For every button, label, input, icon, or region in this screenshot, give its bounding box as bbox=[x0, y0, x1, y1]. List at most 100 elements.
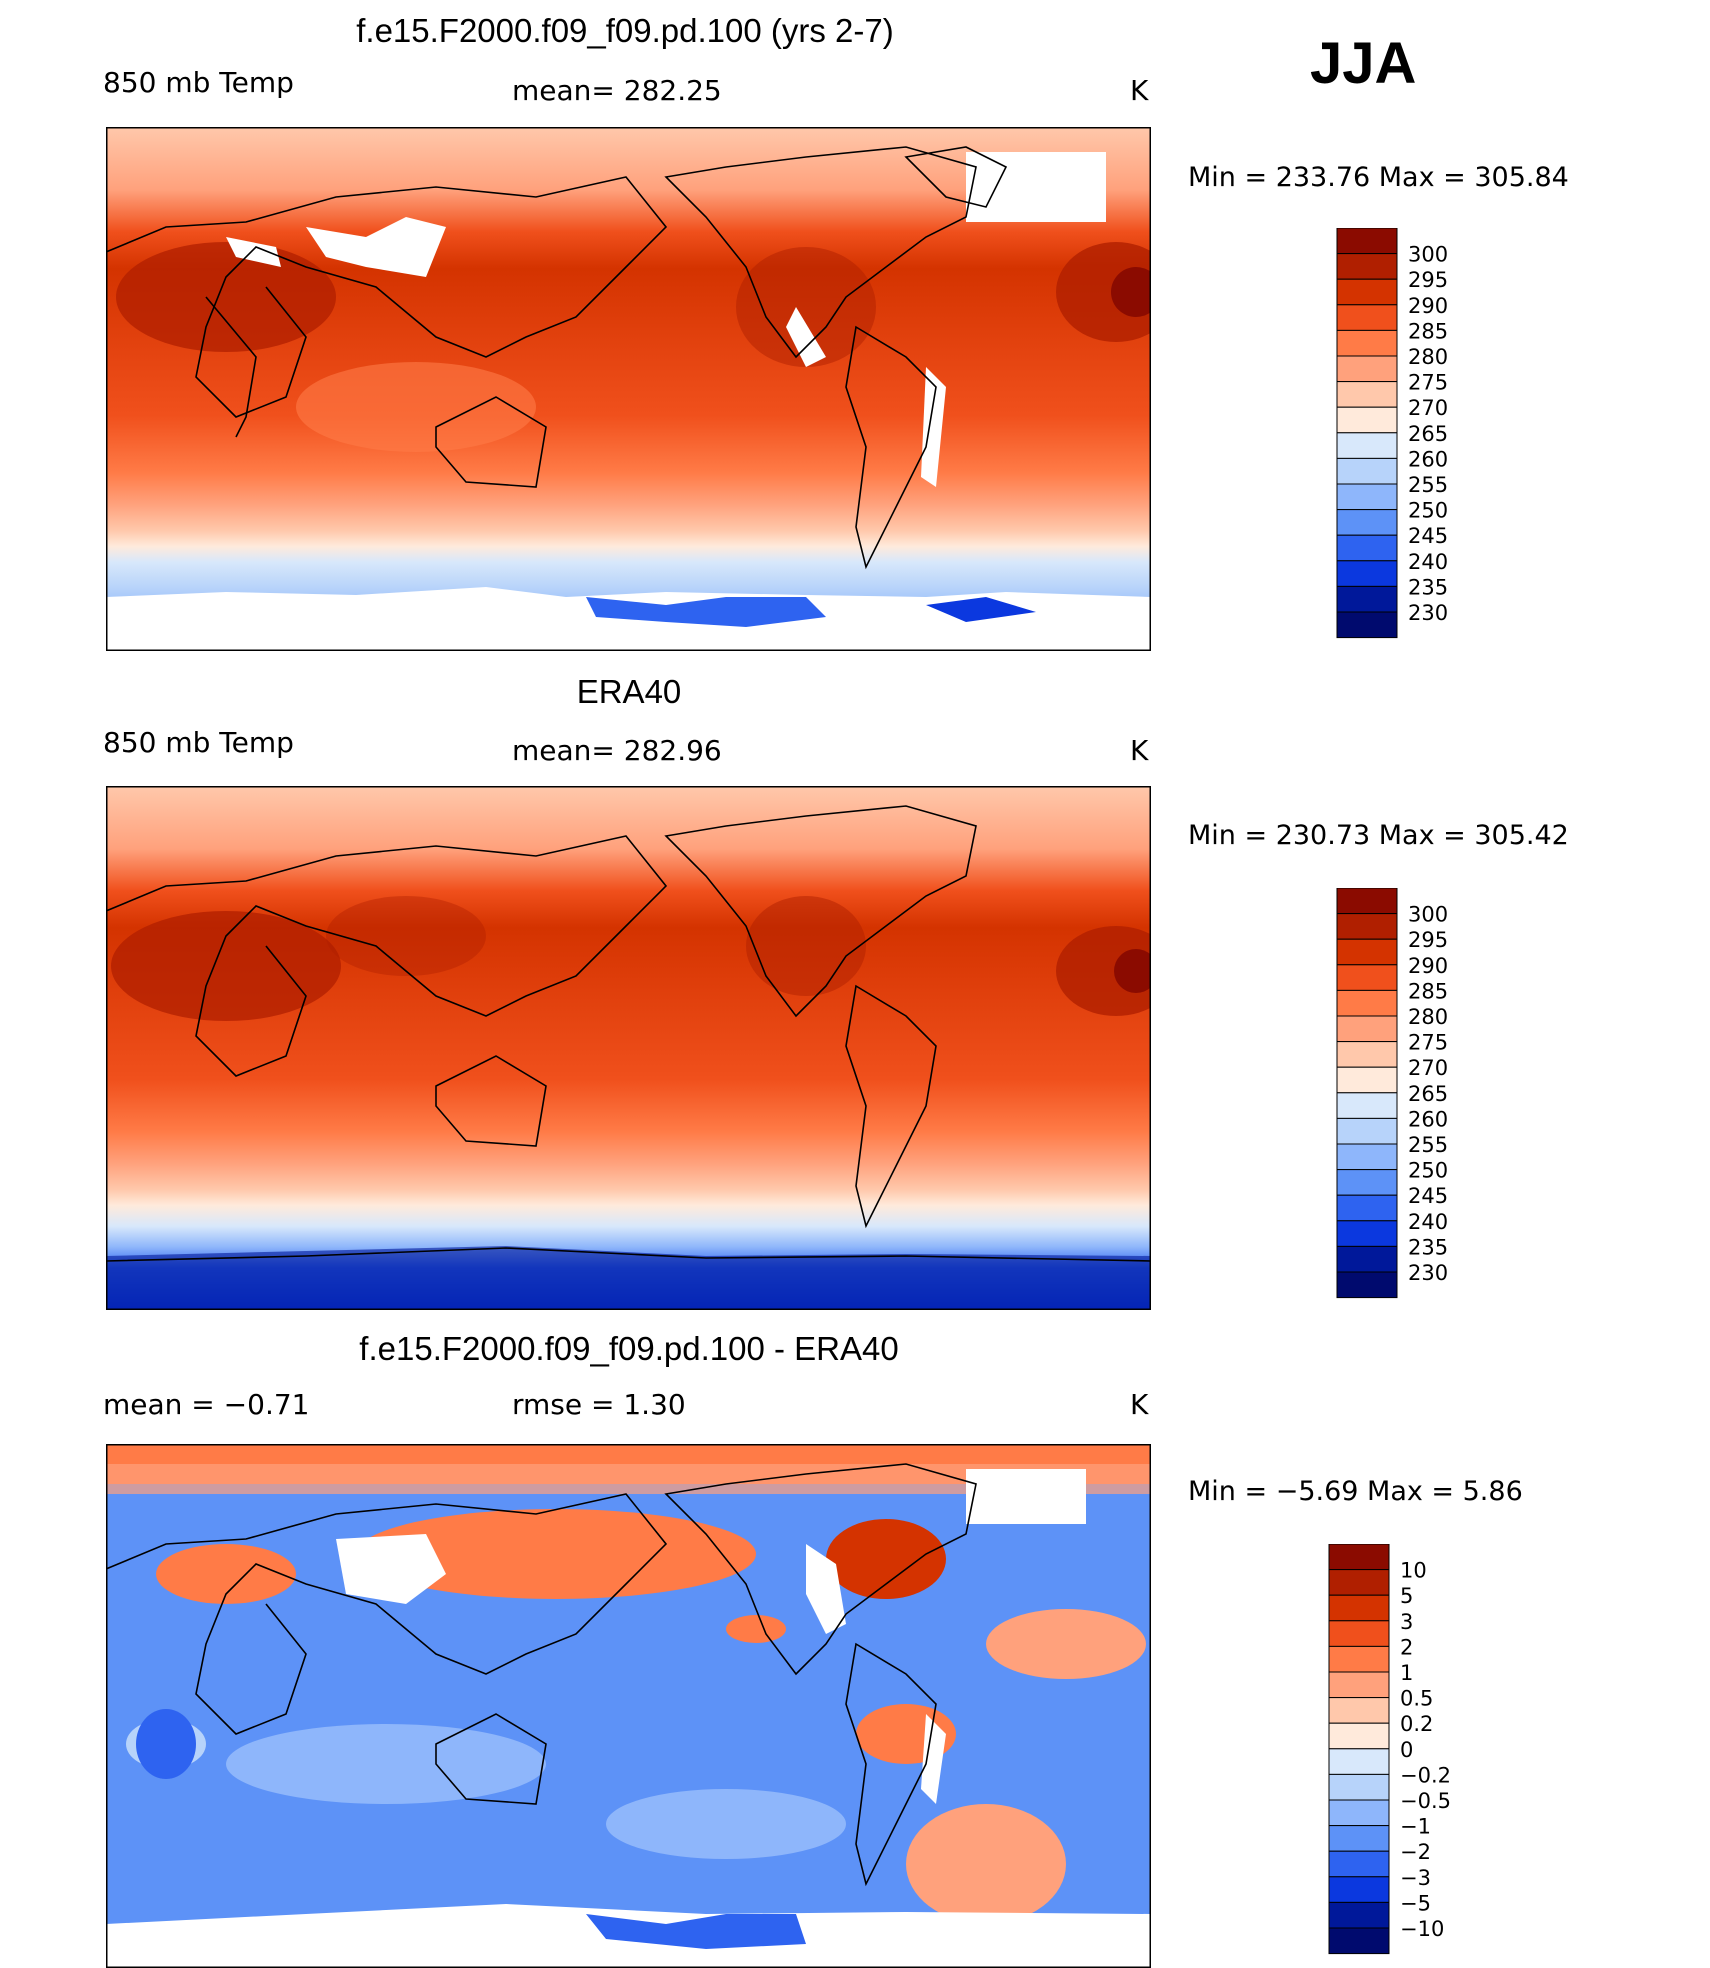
colorbar-2-swatch bbox=[1336, 913, 1398, 940]
colorbar-1-swatch bbox=[1336, 560, 1398, 587]
colorbar-1-swatch bbox=[1336, 432, 1398, 459]
colorbar-2-tick-label: 230 bbox=[1408, 1261, 1448, 1285]
colorbar-2-tick-label: 270 bbox=[1408, 1056, 1448, 1080]
panel-2-title: ERA40 bbox=[576, 673, 682, 710]
colorbar-2-swatch bbox=[1336, 1220, 1398, 1247]
panel-2-units-label: K bbox=[1130, 734, 1149, 767]
colorbar-3-tick-label: 0 bbox=[1400, 1738, 1413, 1762]
colorbar-3-tick-label: −0.5 bbox=[1400, 1789, 1451, 1813]
colorbar-3-swatch bbox=[1328, 1825, 1390, 1852]
colorbar-1-tick-label: 235 bbox=[1408, 575, 1448, 599]
colorbar-3-tick-label: 0.5 bbox=[1400, 1687, 1433, 1711]
colorbar-2-tick-label: 245 bbox=[1408, 1184, 1448, 1208]
panel-3-units-label: K bbox=[1130, 1388, 1149, 1421]
colorbar-2-tick-label: 250 bbox=[1408, 1159, 1448, 1183]
colorbar-3-tick-label: 2 bbox=[1400, 1635, 1413, 1659]
colorbar-1-tick-label: 240 bbox=[1408, 550, 1448, 574]
colorbar-1-tick-label: 270 bbox=[1408, 396, 1448, 420]
colorbar-3-tick-label: −10 bbox=[1400, 1917, 1444, 1941]
colorbar-1-tick-label: 295 bbox=[1408, 268, 1448, 292]
colorbar-1-tick-label: 245 bbox=[1408, 524, 1448, 548]
colorbar-3-swatch bbox=[1328, 1722, 1390, 1750]
colorbar-3-swatch bbox=[1328, 1876, 1390, 1903]
colorbar-1-tick-label: 290 bbox=[1408, 294, 1448, 318]
colorbar-2-tick-label: 235 bbox=[1408, 1235, 1448, 1259]
colorbar-1-swatch bbox=[1336, 278, 1398, 306]
colorbar-2-tick-label: 300 bbox=[1408, 903, 1448, 927]
colorbar-1-swatch bbox=[1336, 483, 1398, 511]
colorbar-3-tick-label: 10 bbox=[1400, 1559, 1427, 1583]
panel-3-title: f.e15.F2000.f09_f09.pd.100 - ERA40 bbox=[359, 1330, 899, 1367]
colorbar-3-tick-label: −0.2 bbox=[1400, 1763, 1451, 1787]
colorbar-1-tick-label: 285 bbox=[1408, 319, 1448, 343]
colorbar-3-tick-label: −2 bbox=[1400, 1840, 1431, 1864]
colorbar-2-tick-label: 240 bbox=[1408, 1210, 1448, 1234]
colorbar-2-tick-label: 275 bbox=[1408, 1031, 1448, 1055]
colorbar-3-swatch bbox=[1328, 1544, 1390, 1571]
panel-3-map bbox=[106, 1444, 1151, 1968]
colorbar-1-swatch bbox=[1336, 253, 1398, 280]
colorbar-2-swatch bbox=[1336, 1143, 1398, 1171]
colorbar-1-swatch bbox=[1336, 228, 1398, 255]
season-label: JJA bbox=[1310, 31, 1417, 96]
colorbar-1-swatch bbox=[1336, 585, 1398, 613]
colorbar-3-swatch bbox=[1328, 1697, 1390, 1724]
colorbar-3-swatch bbox=[1328, 1799, 1390, 1827]
colorbar-2-swatch bbox=[1336, 1169, 1398, 1196]
colorbar-2-swatch bbox=[1336, 1015, 1398, 1043]
colorbar-3-swatch bbox=[1328, 1671, 1390, 1699]
colorbar-2-tick-label: 285 bbox=[1408, 979, 1448, 1003]
colorbar-2-tick-label: 260 bbox=[1408, 1107, 1448, 1131]
colorbar-2-swatch bbox=[1336, 1117, 1398, 1145]
panel-2-min-max: Min = 230.73 Max = 305.42 bbox=[1188, 820, 1569, 851]
colorbar-3-tick-label: 0.2 bbox=[1400, 1712, 1433, 1736]
colorbar-1-swatch bbox=[1336, 355, 1398, 383]
colorbar-3-tick-label: 1 bbox=[1400, 1661, 1413, 1685]
panel-1-mean-label: mean= 282.25 bbox=[512, 74, 722, 107]
colorbar-1-tick-label: 265 bbox=[1408, 422, 1448, 446]
colorbar-3-swatch bbox=[1328, 1901, 1390, 1929]
colorbar-1-swatch bbox=[1336, 534, 1398, 562]
colorbar-1-tick-label: 250 bbox=[1408, 499, 1448, 523]
panel-2-mean-label: mean= 282.96 bbox=[512, 734, 722, 767]
panel-3-mean-label: mean = −0.71 bbox=[103, 1388, 310, 1421]
colorbar-3-tick-label: −3 bbox=[1400, 1866, 1431, 1890]
colorbar-2-tick-label: 290 bbox=[1408, 954, 1448, 978]
panel-3-rmse-label: rmse = 1.30 bbox=[512, 1388, 686, 1421]
colorbar-2-tick-label: 295 bbox=[1408, 928, 1448, 952]
colorbar-2-swatch bbox=[1336, 1271, 1398, 1299]
colorbar-1-swatch bbox=[1336, 406, 1398, 434]
panel-1-title: f.e15.F2000.f09_f09.pd.100 (yrs 2-7) bbox=[356, 12, 894, 49]
panel-1-units-label: K bbox=[1130, 74, 1149, 107]
colorbar-1-swatch bbox=[1336, 329, 1398, 357]
colorbar-2-tick-label: 255 bbox=[1408, 1133, 1448, 1157]
colorbar-1-swatch bbox=[1336, 457, 1398, 485]
panel-1-colorbar: 3002952902852802752702652602552502452402… bbox=[1336, 228, 1448, 639]
colorbar-2-swatch bbox=[1336, 888, 1398, 915]
colorbar-1-swatch bbox=[1336, 381, 1398, 408]
colorbar-1-tick-label: 275 bbox=[1408, 371, 1448, 395]
colorbar-2-swatch bbox=[1336, 1066, 1398, 1094]
colorbar-3-swatch bbox=[1328, 1594, 1390, 1622]
colorbar-2-swatch bbox=[1336, 938, 1398, 966]
panel-2-left-label: 850 mb Temp bbox=[103, 726, 294, 759]
panel-1-map bbox=[106, 127, 1151, 651]
colorbar-2-tick-label: 265 bbox=[1408, 1082, 1448, 1106]
colorbar-2-swatch bbox=[1336, 1245, 1398, 1273]
colorbar-1-tick-label: 255 bbox=[1408, 473, 1448, 497]
colorbar-3-swatch bbox=[1328, 1645, 1390, 1673]
colorbar-1-tick-label: 300 bbox=[1408, 243, 1448, 267]
panel-2-colorbar: 3002952902852802752702652602552502452402… bbox=[1336, 888, 1448, 1299]
colorbar-2-swatch bbox=[1336, 964, 1398, 991]
colorbar-2-swatch bbox=[1336, 1194, 1398, 1222]
colorbar-1-tick-label: 280 bbox=[1408, 345, 1448, 369]
panel-1-left-label: 850 mb Temp bbox=[103, 66, 294, 99]
colorbar-2-swatch bbox=[1336, 989, 1398, 1017]
colorbar-1-tick-label: 230 bbox=[1408, 601, 1448, 625]
colorbar-2-swatch bbox=[1336, 1041, 1398, 1068]
panel-1-min-max: Min = 233.76 Max = 305.84 bbox=[1188, 162, 1569, 193]
panel-3-min-max: Min = −5.69 Max = 5.86 bbox=[1188, 1476, 1523, 1507]
colorbar-1-swatch bbox=[1336, 509, 1398, 536]
colorbar-3-tick-label: 3 bbox=[1400, 1610, 1413, 1634]
colorbar-3-swatch bbox=[1328, 1748, 1390, 1775]
